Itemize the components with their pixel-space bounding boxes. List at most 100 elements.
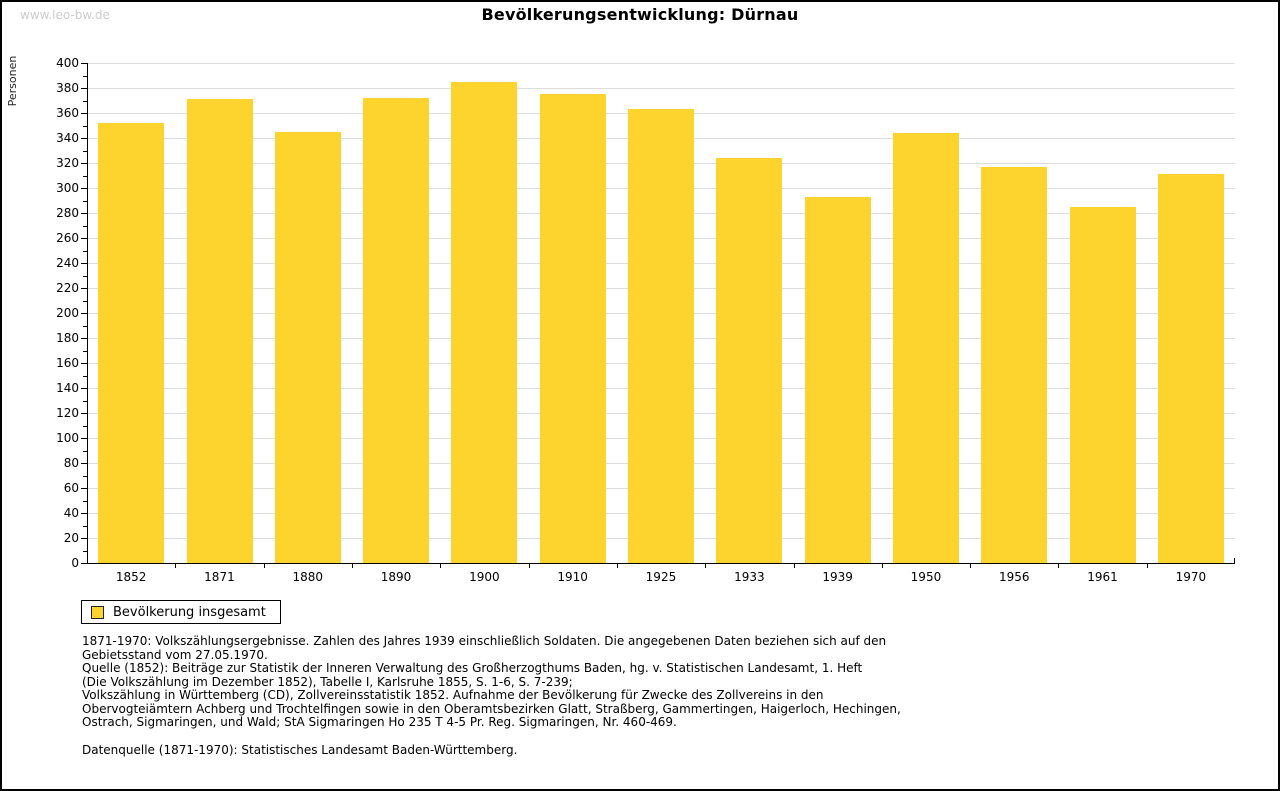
- datasource-text: Datenquelle (1871-1970): Statistisches L…: [82, 743, 518, 757]
- chart-title: Bevölkerungsentwicklung: Dürnau: [481, 5, 799, 24]
- y-minor-tick-70: [83, 475, 87, 477]
- y-tick-40: [81, 513, 87, 514]
- y-tick-label-260: 260: [56, 231, 79, 245]
- x-tick-label-1939: 1939: [822, 570, 853, 584]
- y-minor-tick-190: [83, 325, 87, 327]
- y-tick-label-80: 80: [63, 456, 79, 470]
- y-tick-280: [81, 213, 87, 214]
- y-minor-tick-250: [83, 250, 87, 252]
- bar-1871: [186, 99, 253, 563]
- y-tick-label-0: 0: [71, 556, 79, 570]
- y-tick-label-180: 180: [56, 331, 79, 345]
- y-minor-tick-230: [83, 275, 87, 277]
- y-minor-tick-330: [83, 150, 87, 152]
- bar-1939: [804, 197, 871, 563]
- legend-swatch-icon: [91, 605, 104, 619]
- y-minor-tick-50: [83, 500, 87, 502]
- bar-1961: [1069, 207, 1136, 563]
- y-minor-tick-270: [83, 225, 87, 227]
- y-tick-label-380: 380: [56, 81, 79, 95]
- x-boundary-tick-1: [175, 564, 177, 568]
- x-boundary-tick-8: [793, 564, 795, 568]
- gridline-400: [87, 63, 1235, 64]
- x-tick-label-1925: 1925: [645, 570, 677, 584]
- y-axis-title: Personen: [6, 55, 19, 107]
- y-tick-label-400: 400: [56, 56, 79, 70]
- y-tick-300: [81, 188, 87, 189]
- y-tick-20: [81, 538, 87, 539]
- y-tick-360: [81, 113, 87, 114]
- watermark: www.leo-bw.de: [20, 8, 110, 22]
- y-minor-tick-170: [83, 350, 87, 352]
- x-tick-label-1880: 1880: [292, 570, 324, 584]
- y-minor-tick-110: [83, 425, 87, 427]
- y-minor-tick-90: [83, 450, 87, 452]
- y-tick-340: [81, 138, 87, 139]
- y-tick-label-320: 320: [56, 156, 79, 170]
- y-minor-tick-370: [83, 100, 87, 102]
- y-tick-label-160: 160: [56, 356, 79, 370]
- bar-1925: [628, 109, 694, 563]
- y-tick-100: [81, 438, 87, 439]
- y-axis-line: [87, 63, 88, 564]
- x-tick-label-1933: 1933: [734, 570, 765, 584]
- y-minor-tick-130: [83, 400, 87, 402]
- x-tick-label-1961: 1961: [1087, 570, 1118, 584]
- y-tick-label-60: 60: [63, 481, 79, 495]
- y-minor-tick-290: [83, 200, 87, 202]
- y-minor-tick-30: [83, 525, 87, 527]
- y-tick-380: [81, 88, 87, 89]
- y-tick-label-360: 360: [56, 106, 79, 120]
- x-tick-label-1910: 1910: [557, 570, 588, 584]
- y-tick-label-340: 340: [56, 131, 79, 145]
- x-tick-label-1950: 1950: [910, 570, 942, 584]
- y-minor-tick-10: [83, 550, 87, 552]
- y-tick-200: [81, 313, 87, 314]
- bar-1890: [363, 98, 430, 563]
- plot-area: 0 20 40 60 80 100 120 140 160 180 200 220 240 260 280 3…: [56, 56, 1235, 584]
- x-axis-line: [87, 563, 1235, 564]
- x-tick-label-1970: 1970: [1175, 570, 1207, 584]
- x-boundary-tick-11: [1058, 564, 1060, 568]
- x-tick-label-1871: 1871: [204, 570, 235, 584]
- y-tick-60: [81, 488, 87, 489]
- y-minor-tick-390: [83, 75, 87, 77]
- bar-1852: [98, 123, 165, 563]
- bar-1910: [539, 94, 606, 563]
- y-minor-tick-150: [83, 375, 87, 377]
- y-tick-320: [81, 163, 87, 164]
- y-tick-label-140: 140: [56, 381, 79, 395]
- y-minor-tick-210: [83, 300, 87, 302]
- legend: Bevölkerung insgesamt: [81, 600, 281, 624]
- x-boundary-tick-2: [263, 564, 265, 568]
- x-boundary-tick-5: [528, 564, 530, 568]
- gridline-380: [87, 88, 1235, 89]
- y-tick-label-300: 300: [56, 181, 79, 195]
- x-tick-label-1956: 1956: [998, 570, 1030, 584]
- y-tick-label-120: 120: [56, 406, 79, 420]
- x-boundary-tick-6: [616, 564, 618, 568]
- y-minor-tick-350: [83, 125, 87, 127]
- x-tick-label-1852: 1852: [115, 570, 147, 584]
- x-boundary-tick-9: [881, 564, 883, 568]
- x-tick-label-1890: 1890: [380, 570, 412, 584]
- y-minor-tick-310: [83, 175, 87, 177]
- x-boundary-tick-7: [705, 564, 707, 568]
- y-tick-120: [81, 413, 87, 414]
- y-tick-180: [81, 338, 87, 339]
- y-tick-label-40: 40: [63, 506, 79, 520]
- legend-label: Bevölkerung insgesamt: [113, 604, 266, 620]
- y-tick-260: [81, 238, 87, 239]
- bar-1880: [274, 132, 341, 563]
- y-tick-label-200: 200: [56, 306, 79, 320]
- y-tick-label-220: 220: [56, 281, 79, 295]
- bar-1956: [981, 167, 1048, 563]
- y-tick-140: [81, 388, 87, 389]
- y-tick-240: [81, 263, 87, 264]
- y-tick-label-100: 100: [56, 431, 79, 445]
- x-boundary-tick-3: [351, 564, 353, 568]
- bar-1970: [1157, 174, 1224, 563]
- bar-1933: [716, 158, 783, 563]
- y-tick-0: [81, 563, 87, 564]
